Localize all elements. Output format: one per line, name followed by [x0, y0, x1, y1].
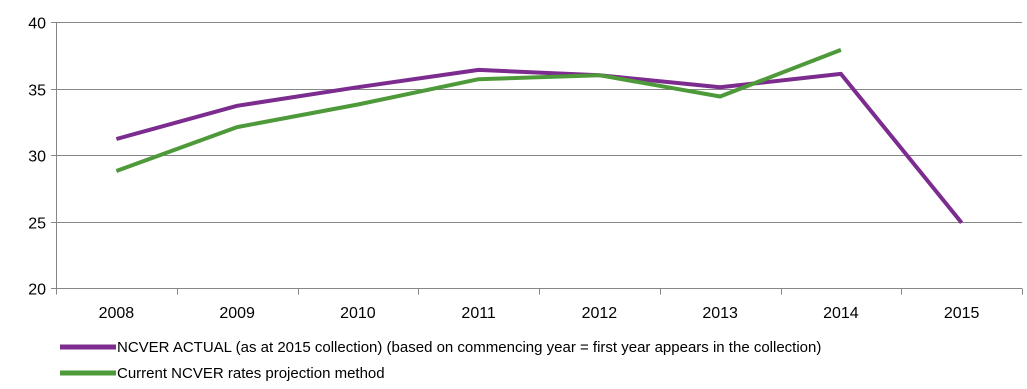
- x-tick-label-2014: 2014: [823, 305, 859, 322]
- legend: NCVER ACTUAL (as at 2015 collection) (ba…: [60, 339, 821, 382]
- x-tick-label-2013: 2013: [702, 305, 738, 322]
- tick-labels: 20 25 30 35 40 2008 2009 2010 2011 2012 2013 2014 20…: [28, 16, 979, 323]
- y-tick-label: 30: [28, 149, 46, 166]
- series-lines: [115, 48, 964, 225]
- x-tick-label-2008: 2008: [99, 305, 135, 322]
- y-tick-label: 35: [28, 83, 46, 100]
- x-tick-label-2015: 2015: [944, 305, 980, 322]
- x-tick-label-2012: 2012: [582, 305, 618, 322]
- series-line-1: [115, 67, 964, 225]
- axes: [51, 22, 1023, 295]
- legend-label-2: Current NCVER rates projection method: [117, 365, 385, 382]
- y-tick-label: 25: [28, 216, 46, 233]
- x-tick-label-2011: 2011: [461, 305, 496, 322]
- x-tick-label-2010: 2010: [340, 305, 376, 322]
- legend-label-1: NCVER ACTUAL (as at 2015 collection) (ba…: [117, 339, 821, 356]
- series-line-2: [115, 48, 842, 173]
- y-tick-label: 20: [28, 282, 46, 299]
- gridlines: [56, 22, 1022, 223]
- y-tick-label: 40: [28, 16, 46, 33]
- x-tick-label-2009: 2009: [219, 305, 255, 322]
